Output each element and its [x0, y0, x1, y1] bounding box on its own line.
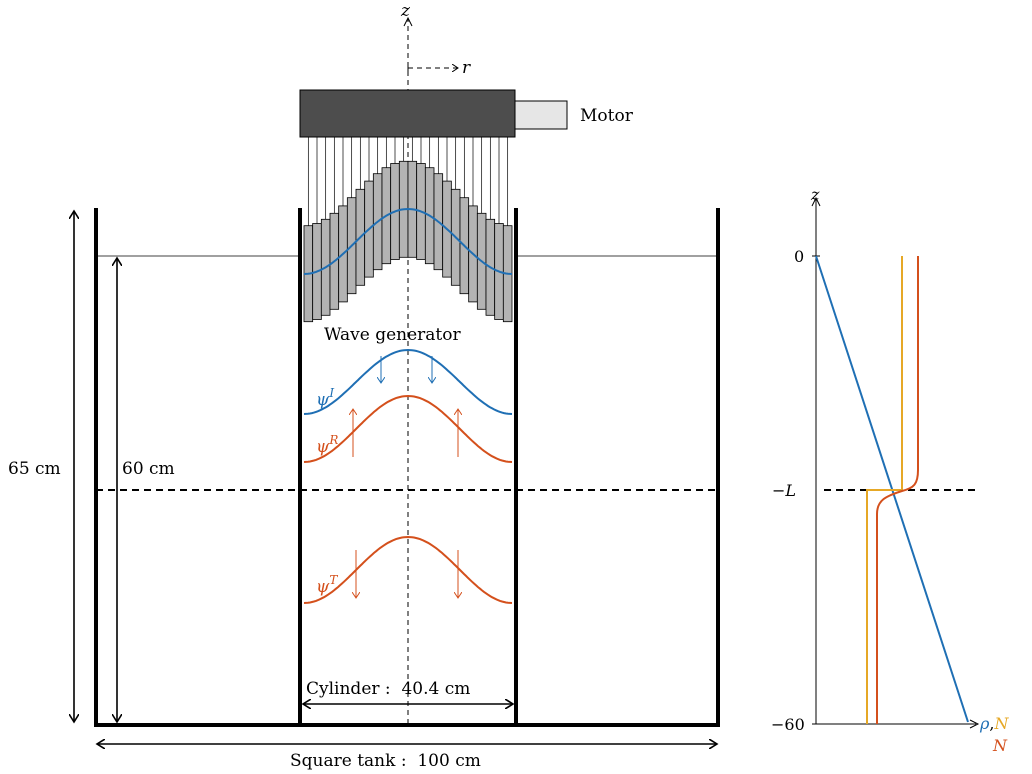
n-profile-yellow-curve	[866, 256, 903, 724]
transmitted-wave-label: ψT	[316, 573, 338, 597]
profile-legend-top: ρ,N	[979, 714, 1010, 733]
cylinder-label: Cylinder : 40.4 cm	[306, 679, 470, 699]
motor-body	[299, 89, 516, 138]
square-tank-label: Square tank : 100 cm	[290, 751, 481, 771]
tank-height-label: 65 cm	[8, 459, 61, 479]
profile-z-label: z	[810, 185, 820, 204]
wave-generator-label: Wave generator	[324, 325, 461, 345]
profile-tick-60-label: −60	[771, 715, 805, 734]
water-depth-label: 60 cm	[122, 459, 175, 479]
r-axis-label: r	[462, 58, 471, 78]
z-axis-arrowhead	[403, 16, 413, 27]
wave-generator-profile	[303, 207, 513, 275]
motor-label: Motor	[580, 106, 634, 126]
profile-x-arrowhead	[969, 719, 980, 729]
transmitted-wave-curve	[303, 535, 513, 604]
profile-legend-bottom: N	[992, 736, 1008, 755]
profile-tick-L-label: −L	[772, 481, 796, 500]
profile-z-arrowhead	[811, 196, 821, 207]
incident-wave-label: ψI	[316, 386, 334, 410]
incident-wave-curve	[303, 348, 513, 415]
motor-shaft	[514, 100, 568, 130]
z-axis-label: z	[400, 1, 411, 21]
square-tank	[94, 208, 720, 727]
profile-tick-0-label: 0	[794, 247, 804, 266]
reflected-wave-label: ψR	[316, 433, 338, 457]
reflected-wave-curve	[303, 394, 513, 463]
wave-generator-strings	[307, 137, 509, 226]
n-profile-red-curve	[876, 256, 919, 724]
profile-panel: z 0 −L −60 ρ,N N	[771, 185, 1010, 755]
